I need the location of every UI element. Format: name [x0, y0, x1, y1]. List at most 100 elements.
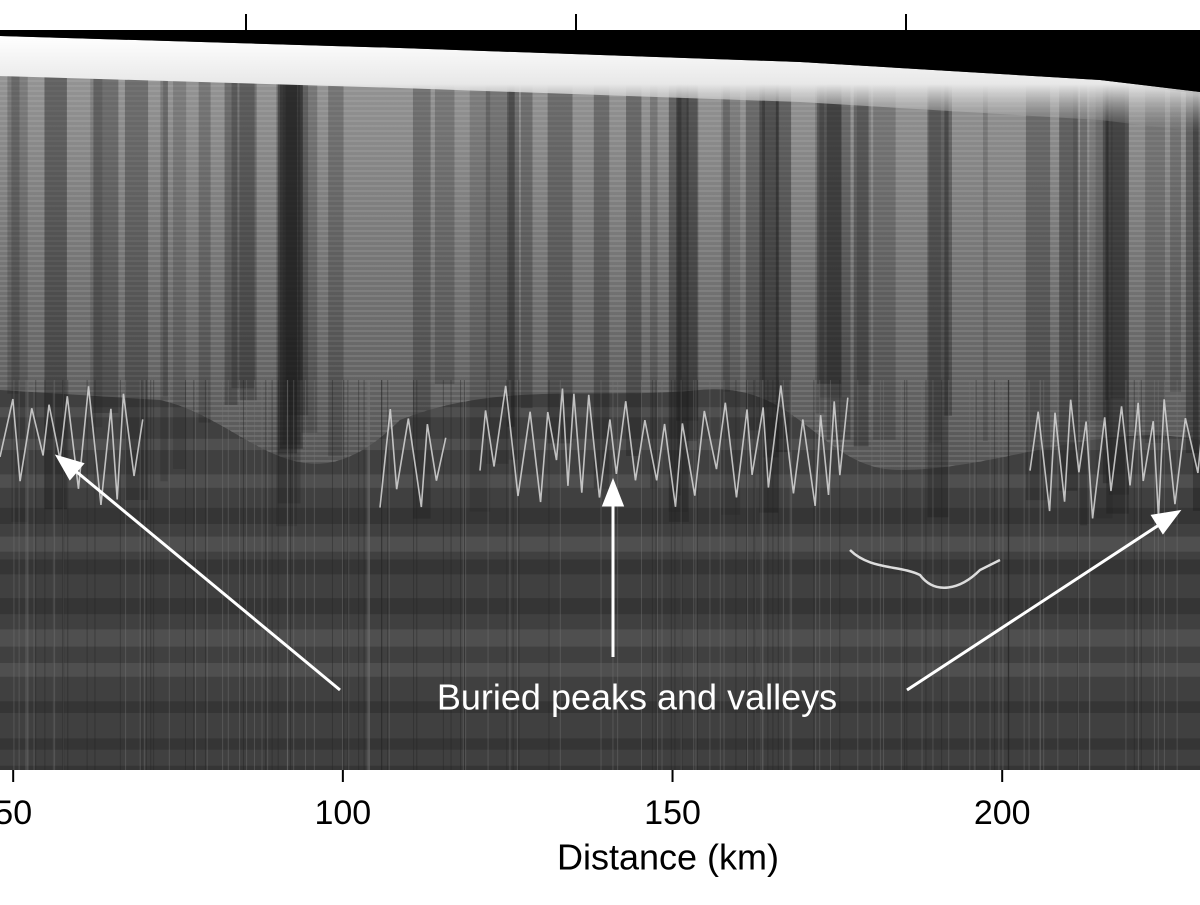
stripe — [1110, 60, 1125, 399]
stripe — [1059, 60, 1078, 491]
stripe — [163, 60, 168, 397]
stripe — [1192, 60, 1200, 511]
peak-trace — [479, 385, 849, 507]
deep-band — [0, 598, 1200, 615]
stripe — [853, 60, 869, 447]
deep-band — [0, 701, 1200, 714]
top-ticks — [245, 14, 907, 30]
stripe — [1073, 60, 1079, 454]
stripe — [723, 60, 730, 392]
arrow — [906, 521, 1163, 692]
stripe — [1025, 60, 1051, 501]
x-axis-label: Distance (km) — [557, 837, 779, 878]
stripe — [815, 60, 825, 414]
stripe — [668, 60, 688, 512]
stripe — [276, 60, 297, 527]
x-axis: 50 100 150 200 — [0, 770, 1031, 832]
stripe — [1080, 60, 1088, 526]
stripe — [1095, 60, 1113, 519]
buried-peaks — [0, 385, 1200, 519]
stripe — [282, 60, 301, 445]
stripe — [285, 60, 309, 416]
stripe — [93, 60, 119, 414]
annotation: Buried peaks and valleys — [437, 677, 837, 718]
stripe — [485, 60, 509, 464]
stripe — [1185, 60, 1199, 454]
stripe — [277, 60, 297, 454]
stripe — [593, 60, 610, 489]
stripe — [1145, 60, 1165, 443]
stripe — [412, 60, 431, 519]
stripe — [547, 60, 573, 444]
stripe — [929, 60, 941, 443]
peak-trace — [1029, 399, 1200, 519]
stripe — [856, 60, 871, 385]
stripe — [173, 60, 187, 469]
stripe — [297, 60, 303, 381]
stripe — [775, 60, 792, 453]
vertical-stripes — [7, 60, 1200, 770]
stripe — [762, 60, 780, 458]
stripe — [759, 60, 779, 513]
stripe — [668, 60, 689, 522]
stripe — [277, 60, 301, 504]
stripe — [90, 60, 103, 428]
stripe — [944, 60, 952, 416]
deep-band — [0, 629, 1200, 647]
stripe — [198, 60, 211, 423]
stripe — [676, 60, 699, 421]
stripe — [11, 60, 28, 522]
bed-reflection — [849, 549, 1001, 589]
stripe — [1106, 60, 1129, 514]
stripe — [1170, 60, 1181, 392]
air — [0, 30, 1200, 92]
deep-band — [0, 536, 1200, 552]
stripe — [650, 60, 658, 489]
deep-band — [0, 474, 1200, 488]
arrow — [71, 466, 341, 692]
stripe — [721, 60, 741, 515]
stripe — [328, 60, 344, 457]
stripe — [1102, 60, 1109, 484]
annotation-arrows — [54, 454, 1182, 692]
stripe — [301, 60, 318, 433]
deep-band — [0, 738, 1200, 750]
stripe — [677, 60, 682, 496]
deep-band — [0, 559, 1200, 575]
stripe — [927, 60, 949, 518]
stripe — [279, 60, 303, 449]
stripe — [1108, 60, 1129, 495]
stripe — [745, 60, 765, 431]
surface-echo — [0, 36, 1200, 132]
stripe — [520, 60, 533, 409]
stripe — [819, 60, 842, 398]
deep-band — [0, 438, 1200, 451]
arrow-head — [1150, 509, 1182, 535]
stripe — [1105, 60, 1109, 400]
stripe — [160, 60, 168, 482]
deep-band — [0, 662, 1200, 677]
stripe — [239, 60, 257, 401]
stripe — [507, 60, 515, 427]
stripe — [434, 60, 455, 384]
peak-trace — [0, 386, 144, 505]
peak-trace — [379, 409, 447, 508]
stripe — [826, 60, 851, 440]
deep-band — [0, 507, 1200, 525]
x-tick-label: 150 — [644, 794, 701, 832]
x-tick-label: 100 — [314, 794, 371, 832]
stripe — [873, 60, 896, 440]
x-tick-label: 50 — [0, 794, 32, 832]
deep-band — [0, 407, 1200, 418]
arrow-head — [601, 477, 625, 507]
stripe — [508, 60, 520, 460]
stripe — [983, 60, 988, 442]
stripe — [224, 60, 238, 405]
deep-bands — [0, 380, 1200, 770]
stripe — [469, 60, 491, 512]
arrow-head — [54, 454, 85, 481]
stripe — [686, 60, 698, 442]
stripe — [231, 60, 255, 389]
radargram — [0, 30, 1200, 770]
